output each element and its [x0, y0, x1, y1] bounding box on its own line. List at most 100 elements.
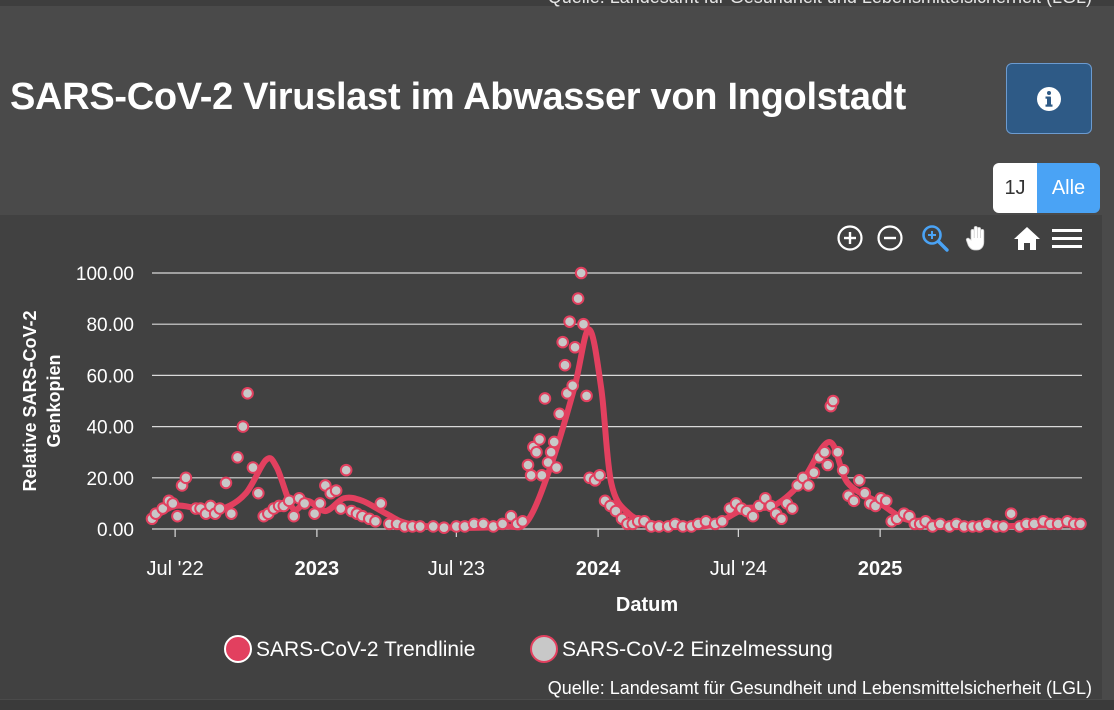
top-strip: [0, 0, 1114, 6]
data-point[interactable]: [535, 468, 549, 482]
data-point[interactable]: [219, 476, 233, 490]
data-point[interactable]: [853, 474, 866, 487]
y-tick-label: 0.00: [97, 520, 134, 541]
data-point[interactable]: [516, 515, 529, 528]
x-tick-label: 2023: [295, 558, 340, 580]
data-point[interactable]: [847, 494, 861, 508]
data-point[interactable]: [437, 521, 451, 535]
data-point[interactable]: [802, 479, 815, 492]
y-tick-label: 60.00: [86, 366, 134, 387]
data-point[interactable]: [544, 445, 558, 459]
data-point[interactable]: [246, 461, 260, 474]
data-point[interactable]: [566, 379, 579, 392]
data-point[interactable]: [580, 389, 593, 403]
zoom-out-icon[interactable]: [875, 223, 905, 253]
data-point[interactable]: [558, 358, 572, 372]
y-tick-labels: 0.00 20.00 40.00 60.00 80.00 100.00: [76, 264, 134, 541]
page-title: SARS-CoV-2 Viruslast im Abwasser von Ing…: [10, 76, 907, 118]
data-point[interactable]: [785, 502, 799, 515]
x-tick-label: 2024: [576, 558, 621, 580]
y-gridlines: [152, 272, 1082, 530]
data-point[interactable]: [521, 458, 535, 472]
legend-marker: [530, 635, 558, 663]
legend-item[interactable]: SARS-CoV-2 Trendlinie: [224, 635, 475, 663]
info-circle-icon: [1037, 86, 1061, 111]
data-point[interactable]: [807, 466, 821, 479]
data-point[interactable]: [282, 494, 296, 508]
data-point[interactable]: [831, 445, 845, 459]
data-point[interactable]: [775, 512, 788, 526]
data-point[interactable]: [236, 420, 250, 433]
y-tick-label: 40.00: [86, 418, 134, 439]
data-point[interactable]: [413, 520, 427, 533]
pan-hand-icon[interactable]: [963, 223, 993, 253]
trend-line: [149, 326, 1085, 531]
data-point[interactable]: [826, 394, 840, 408]
y-axis-label: Relative SARS-CoV-2 Genkopien: [20, 310, 64, 491]
zoom-selection-icon[interactable]: [920, 223, 950, 253]
data-point[interactable]: [538, 392, 552, 405]
data-point[interactable]: [426, 520, 440, 533]
data-point[interactable]: [997, 520, 1010, 533]
data-point[interactable]: [715, 515, 729, 528]
data-point[interactable]: [369, 515, 382, 528]
data-point[interactable]: [334, 502, 348, 515]
data-point[interactable]: [241, 387, 254, 400]
legend-item[interactable]: SARS-CoV-2 Einzelmessung: [530, 635, 833, 663]
data-point[interactable]: [547, 435, 561, 449]
data-point[interactable]: [166, 497, 180, 510]
y-tick-label: 100.00: [76, 264, 134, 285]
data-point[interactable]: [496, 517, 509, 531]
data-point[interactable]: [574, 266, 588, 280]
data-point[interactable]: [821, 458, 835, 472]
range-alle-button[interactable]: Alle: [1037, 163, 1100, 213]
data-point[interactable]: [308, 507, 321, 520]
info-button[interactable]: [1006, 63, 1092, 134]
data-point[interactable]: [231, 451, 244, 464]
data-point[interactable]: [593, 468, 606, 482]
data-point[interactable]: [213, 502, 227, 515]
data-point[interactable]: [477, 517, 490, 531]
source-footer: Quelle: Landesamt für Gesundheit und Leb…: [547, 678, 1092, 698]
data-point[interactable]: [577, 317, 590, 331]
data-point[interactable]: [225, 507, 238, 520]
data-point[interactable]: [879, 494, 893, 508]
home-icon[interactable]: [1012, 223, 1042, 253]
data-point[interactable]: [339, 463, 353, 477]
data-point[interactable]: [171, 509, 184, 523]
data-point[interactable]: [858, 486, 872, 500]
data-point[interactable]: [329, 484, 343, 497]
data-point[interactable]: [530, 445, 543, 459]
data-point[interactable]: [550, 461, 563, 474]
data-point[interactable]: [252, 486, 265, 500]
x-tick-label: Jul '22: [147, 558, 204, 580]
data-point[interactable]: [563, 315, 576, 328]
data-point[interactable]: [568, 340, 582, 354]
data-point[interactable]: [524, 468, 538, 482]
data-point[interactable]: [533, 433, 546, 446]
chart-toolbar: [0, 215, 1102, 265]
data-point[interactable]: [1004, 507, 1018, 520]
chart-panel: 0.00 20.00 40.00 60.00 80.00 100.00 Jul '22 20…: [0, 215, 1102, 699]
data-point[interactable]: [374, 497, 388, 510]
data-point[interactable]: [746, 509, 760, 523]
data-point[interactable]: [818, 445, 831, 459]
data-point[interactable]: [556, 335, 569, 349]
data-point[interactable]: [287, 509, 301, 523]
previous-chart-source: Quelle: Landesamt für Gesundheit und Leb…: [548, 0, 1092, 8]
range-1j-button[interactable]: 1J: [993, 163, 1037, 213]
measurement-series: [145, 266, 1087, 535]
x-tick-labels: Jul '22 2023 Jul '23 2024 Jul '24 2025: [147, 529, 902, 580]
legend-label: SARS-CoV-2 Trendlinie: [256, 638, 475, 661]
data-point[interactable]: [313, 497, 327, 510]
data-point[interactable]: [298, 497, 311, 510]
data-point[interactable]: [571, 292, 585, 305]
data-point[interactable]: [179, 471, 193, 485]
data-point[interactable]: [553, 407, 566, 421]
y-axis-label-line: Genkopien: [44, 354, 64, 447]
zoom-in-icon[interactable]: [835, 223, 865, 253]
data-point[interactable]: [836, 463, 850, 477]
y-tick-label: 80.00: [86, 315, 134, 336]
data-point[interactable]: [1074, 517, 1087, 531]
menu-icon[interactable]: [1052, 223, 1082, 253]
